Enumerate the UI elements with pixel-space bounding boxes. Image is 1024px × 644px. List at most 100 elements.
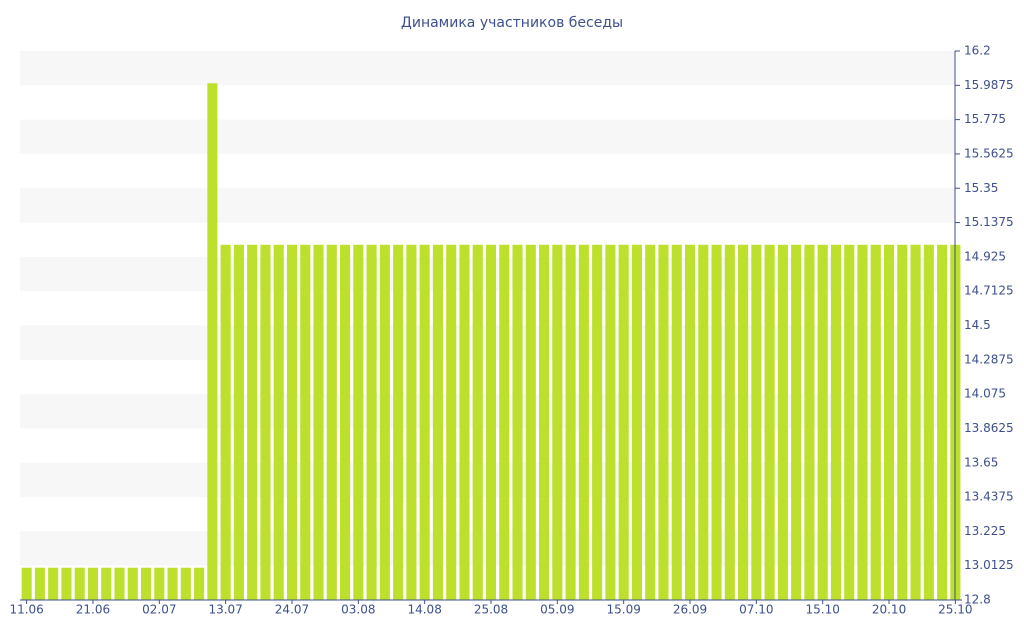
bar [300, 244, 311, 600]
bar [141, 567, 152, 600]
x-tick-label: 07.10 [739, 603, 773, 617]
bar [645, 244, 656, 600]
bar [313, 244, 324, 600]
bar [406, 244, 417, 600]
bar [74, 567, 85, 600]
bar [485, 244, 497, 600]
y-tick-label: 15.5625 [964, 146, 1014, 160]
bar [910, 244, 921, 600]
bar [61, 567, 72, 600]
bar [883, 244, 895, 600]
y-tick-label: 13.225 [964, 524, 1006, 538]
bar [751, 244, 762, 600]
bar [684, 244, 696, 600]
bar [353, 244, 364, 600]
bar [804, 244, 815, 600]
bar [565, 244, 576, 600]
bar [605, 244, 616, 600]
bar [366, 244, 377, 600]
y-tick-label: 15.1375 [964, 215, 1014, 229]
y-tick-label: 15.35 [964, 181, 998, 195]
bar [21, 567, 32, 600]
bar [724, 244, 735, 600]
bar [857, 244, 868, 600]
bar [817, 244, 828, 600]
bar [286, 244, 298, 600]
y-tick-label: 14.075 [964, 387, 1006, 401]
x-tick-label: 21.06 [76, 603, 110, 617]
grid-band [20, 119, 955, 154]
y-tick-label: 13.8625 [964, 421, 1014, 435]
x-tick-label: 05.09 [540, 603, 574, 617]
bar [207, 83, 218, 600]
bar [393, 244, 404, 600]
x-tick-label: 11.06 [9, 603, 43, 617]
x-tick-label: 25.08 [474, 603, 508, 617]
x-tick-label: 25.10 [938, 603, 972, 617]
bar [552, 244, 563, 600]
grid-band [20, 51, 955, 86]
bar [539, 244, 550, 600]
bar [446, 244, 457, 600]
bar [578, 244, 589, 600]
bar [167, 567, 178, 600]
bar [711, 244, 722, 600]
y-tick-label: 14.925 [964, 249, 1006, 263]
bar [432, 244, 443, 600]
bar [459, 244, 470, 600]
y-tick-label: 13.4375 [964, 490, 1014, 504]
x-tick-label: 13.07 [208, 603, 242, 617]
bar [764, 244, 775, 600]
y-tick-label: 12.8 [964, 593, 991, 607]
bar [592, 244, 603, 600]
bar [738, 244, 749, 600]
bar [247, 244, 258, 600]
bar [127, 567, 138, 600]
bar [791, 244, 802, 600]
y-tick-label: 14.5 [964, 318, 991, 332]
x-tick-label: 14.08 [407, 603, 441, 617]
bar [87, 567, 99, 600]
bar [923, 244, 934, 600]
bar [220, 244, 231, 600]
bar [379, 244, 390, 600]
bar [844, 244, 855, 600]
bar [101, 567, 112, 600]
bar [698, 244, 709, 600]
x-tick-label: 03.08 [341, 603, 375, 617]
bar [154, 567, 165, 600]
bar [326, 244, 337, 600]
y-tick-label: 16.2 [964, 44, 991, 58]
bar [472, 244, 483, 600]
chart-title: Динамика участников беседы [401, 15, 623, 31]
bar [260, 244, 271, 600]
bar [34, 567, 45, 600]
bar [499, 244, 510, 600]
bar [937, 244, 948, 600]
bar [340, 244, 351, 600]
bar [525, 244, 536, 600]
bar [830, 244, 841, 600]
bar [897, 244, 908, 600]
y-tick-label: 15.9875 [964, 78, 1014, 92]
bar [180, 567, 191, 600]
y-tick-label: 15.775 [964, 112, 1006, 126]
y-tick-label: 14.2875 [964, 352, 1014, 366]
bar [870, 244, 881, 600]
bar [48, 567, 59, 600]
grid-band [20, 188, 955, 223]
bar [631, 244, 642, 600]
bar [512, 244, 523, 600]
bar [419, 244, 430, 600]
y-tick-label: 14.7125 [964, 284, 1014, 298]
x-tick-label: 26.09 [673, 603, 707, 617]
bar [777, 244, 788, 600]
y-tick-label: 13.65 [964, 455, 998, 469]
bar [658, 244, 669, 600]
x-tick-label: 15.10 [806, 603, 840, 617]
bar [194, 567, 205, 600]
x-tick-label: 24.07 [275, 603, 309, 617]
bar [671, 244, 682, 600]
x-tick-label: 02.07 [142, 603, 176, 617]
